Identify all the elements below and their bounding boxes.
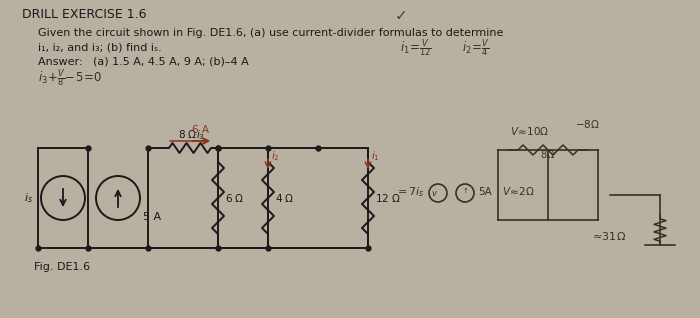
Text: Answer:   (a) 1.5 A, 4.5 A, 9 A; (b)–4 A: Answer: (a) 1.5 A, 4.5 A, 9 A; (b)–4 A bbox=[38, 56, 248, 66]
Text: 5A: 5A bbox=[478, 187, 491, 197]
Text: $\uparrow$: $\uparrow$ bbox=[461, 185, 469, 195]
Text: 6 $\Omega$: 6 $\Omega$ bbox=[225, 192, 244, 204]
Text: 8 $\Omega$: 8 $\Omega$ bbox=[178, 128, 197, 140]
Text: 6 A: 6 A bbox=[192, 125, 209, 135]
Text: Given the circuit shown in Fig. DE1.6, (a) use current-divider formulas to deter: Given the circuit shown in Fig. DE1.6, (… bbox=[38, 28, 503, 38]
Text: $=7i_s$: $=7i_s$ bbox=[395, 185, 425, 199]
Text: ✓: ✓ bbox=[395, 8, 407, 23]
Text: 8$\Omega$: 8$\Omega$ bbox=[540, 148, 555, 160]
Text: 4 $\Omega$: 4 $\Omega$ bbox=[275, 192, 294, 204]
Text: $-8\Omega$: $-8\Omega$ bbox=[575, 118, 600, 130]
Text: $i_3\!+\!\frac{V}{8}\!-\!5\!=\!0$: $i_3\!+\!\frac{V}{8}\!-\!5\!=\!0$ bbox=[38, 67, 102, 89]
Text: $i_1$: $i_1$ bbox=[371, 149, 380, 163]
Text: i₁, i₂, and i₃; (b) find iₛ.: i₁, i₂, and i₃; (b) find iₛ. bbox=[38, 42, 162, 52]
Text: DRILL EXERCISE 1.6: DRILL EXERCISE 1.6 bbox=[22, 8, 146, 21]
Text: $\approx\!31\Omega$: $\approx\!31\Omega$ bbox=[590, 230, 626, 242]
Text: 5 A: 5 A bbox=[143, 212, 161, 222]
Text: $i_3$: $i_3$ bbox=[196, 128, 205, 142]
Text: $V\!\approx\!2\Omega$: $V\!\approx\!2\Omega$ bbox=[502, 185, 535, 197]
Text: 12 $\Omega$: 12 $\Omega$ bbox=[375, 192, 401, 204]
Text: Fig. DE1.6: Fig. DE1.6 bbox=[34, 262, 90, 272]
Text: $i_2$: $i_2$ bbox=[271, 149, 280, 163]
Text: $i_1\!=\!\frac{V}{12}$: $i_1\!=\!\frac{V}{12}$ bbox=[400, 38, 432, 59]
Text: $V\!\approx\!10\Omega$: $V\!\approx\!10\Omega$ bbox=[510, 125, 549, 137]
Text: $i_2\!=\!\frac{V}{4}$: $i_2\!=\!\frac{V}{4}$ bbox=[462, 38, 489, 59]
Text: $i_s$: $i_s$ bbox=[24, 191, 33, 205]
Text: v: v bbox=[431, 189, 437, 197]
